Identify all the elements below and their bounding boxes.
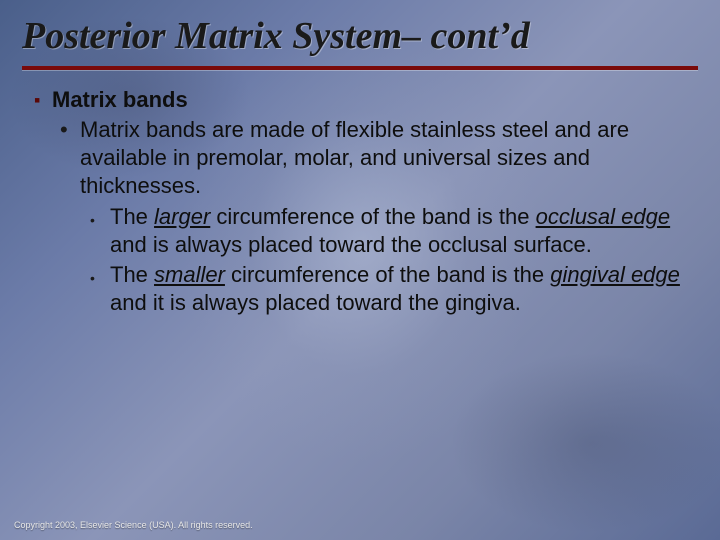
copyright-footer: Copyright 2003, Elsevier Science (USA). …	[14, 520, 253, 530]
text-fragment: The	[110, 262, 154, 287]
bullet-level3: • The smaller circumference of the band …	[34, 261, 686, 317]
slide-title: Posterior Matrix System– cont’d	[22, 14, 698, 68]
emphasis-larger: larger	[154, 204, 210, 229]
subpoint-text: The smaller circumference of the band is…	[110, 261, 686, 317]
heading-text: Matrix bands	[52, 86, 686, 114]
emphasis-gingival-edge: gingival edge	[550, 262, 680, 287]
emphasis-occlusal-edge: occlusal edge	[536, 204, 671, 229]
small-disc-bullet-icon: •	[90, 261, 110, 317]
slide-body: ▪ Matrix bands • Matrix bands are made o…	[34, 86, 686, 317]
slide: Posterior Matrix System– cont’d ▪ Matrix…	[0, 0, 720, 540]
emphasis-smaller: smaller	[154, 262, 225, 287]
text-fragment: and it is always placed toward the gingi…	[110, 290, 521, 315]
disc-bullet-icon: •	[60, 116, 80, 200]
text-fragment: circumference of the band is the	[225, 262, 550, 287]
point-text: Matrix bands are made of flexible stainl…	[80, 116, 686, 200]
subpoint-text: The larger circumference of the band is …	[110, 203, 686, 259]
text-fragment: circumference of the band is the	[210, 204, 535, 229]
title-underline-rule	[22, 66, 698, 70]
bullet-level3: • The larger circumference of the band i…	[34, 203, 686, 259]
square-bullet-icon: ▪	[34, 86, 52, 114]
bullet-level1: ▪ Matrix bands	[34, 86, 686, 114]
text-fragment: and is always placed toward the occlusal…	[110, 232, 592, 257]
small-disc-bullet-icon: •	[90, 203, 110, 259]
text-fragment: The	[110, 204, 154, 229]
bullet-level2: • Matrix bands are made of flexible stai…	[34, 116, 686, 200]
